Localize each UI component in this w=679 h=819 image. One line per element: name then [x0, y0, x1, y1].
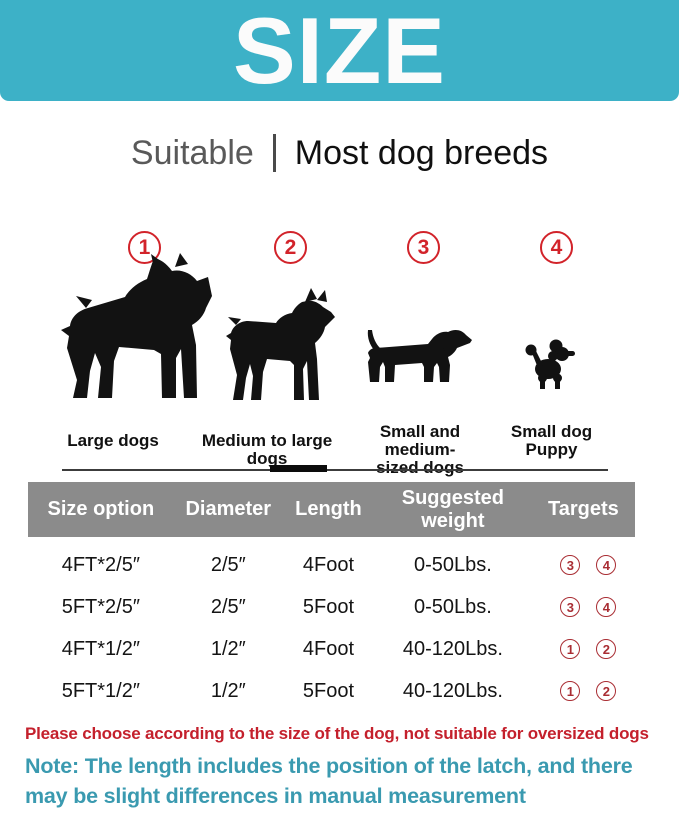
- column-header-targets: Targets: [547, 498, 619, 520]
- diameter-value: 1/2″: [210, 637, 246, 660]
- poodle-dog-icon: [524, 338, 578, 390]
- suitable-label: Suitable: [130, 133, 254, 172]
- target-number-badge: 4: [596, 555, 617, 575]
- column-header-size-option: Size option: [47, 498, 155, 520]
- length-value: 5Foot: [302, 679, 355, 702]
- target-number-badge: 1: [560, 681, 581, 701]
- group-1-label: Large dogs: [67, 431, 159, 450]
- suggested-weight-value: 0-50Lbs.: [413, 553, 492, 576]
- size-option-value: 5FT*1/2″: [61, 679, 140, 702]
- size-option-value: 4FT*1/2″: [61, 637, 140, 660]
- length-value: 5Foot: [302, 595, 355, 618]
- group-1-number-badge: 1: [128, 231, 161, 264]
- table-row: 4FT*2/5″ 2/5″ 4Foot 0-50Lbs. 3 4: [28, 544, 635, 586]
- size-table-header: Size option Diameter Length Suggested we…: [28, 482, 635, 537]
- size-option-value: 4FT*2/5″: [61, 553, 140, 576]
- group-4-label: Small dog Puppy: [510, 422, 593, 459]
- size-option-value: 5FT*2/5″: [61, 595, 140, 618]
- target-number-badge: 2: [596, 639, 617, 659]
- boxer-dog-icon: [56, 252, 220, 400]
- divider-accent-bar: [270, 465, 327, 472]
- targets-value: 1 2: [532, 639, 635, 659]
- measurement-note-text: Note: The length includes the position o…: [25, 754, 633, 808]
- diameter-value: 2/5″: [210, 595, 246, 618]
- group-3-number-badge: 3: [407, 231, 440, 264]
- group-4-number-badge: 4: [540, 231, 573, 264]
- length-value: 4Foot: [302, 637, 355, 660]
- table-row: 5FT*2/5″ 2/5″ 5Foot 0-50Lbs. 3 4: [28, 586, 635, 628]
- suitability-line: Suitable Most dog breeds: [0, 130, 679, 176]
- column-header-suggested-weight: Suggested weight: [401, 486, 504, 532]
- section-divider-line: [62, 469, 608, 471]
- targets-value: 3 4: [532, 555, 635, 575]
- group-3-label: Small and medium- sized dogs: [376, 422, 464, 477]
- suggested-weight-value: 40-120Lbs.: [402, 637, 503, 660]
- doberman-dog-icon: [226, 288, 340, 402]
- suggested-weight-value: 0-50Lbs.: [413, 595, 492, 618]
- diameter-value: 2/5″: [210, 553, 246, 576]
- vertical-divider: [272, 134, 276, 172]
- table-row: 4FT*1/2″ 1/2″ 4Foot 40-120Lbs. 1 2: [28, 628, 635, 670]
- target-number-badge: 4: [596, 597, 617, 617]
- length-value: 4Foot: [302, 553, 355, 576]
- page-title: SIZE: [233, 0, 446, 103]
- group-2-number-badge: 2: [274, 231, 307, 264]
- targets-value: 1 2: [532, 681, 635, 701]
- suggested-weight-value: 40-120Lbs.: [402, 679, 503, 702]
- table-row: 5FT*1/2″ 1/2″ 5Foot 40-120Lbs. 1 2: [28, 670, 635, 712]
- target-number-badge: 2: [596, 681, 617, 701]
- group-2-label: Medium to large dogs: [201, 431, 333, 468]
- column-header-length: Length: [295, 498, 362, 520]
- targets-value: 3 4: [532, 597, 635, 617]
- dachshund-dog-icon: [360, 324, 478, 390]
- suitable-value: Most dog breeds: [294, 133, 549, 172]
- target-number-badge: 1: [560, 639, 581, 659]
- diameter-value: 1/2″: [210, 679, 246, 702]
- size-warning-text: Please choose according to the size of t…: [25, 724, 649, 743]
- column-header-diameter: Diameter: [185, 498, 272, 520]
- target-number-badge: 3: [560, 597, 581, 617]
- target-number-badge: 3: [560, 555, 581, 575]
- title-banner: SIZE: [0, 0, 679, 101]
